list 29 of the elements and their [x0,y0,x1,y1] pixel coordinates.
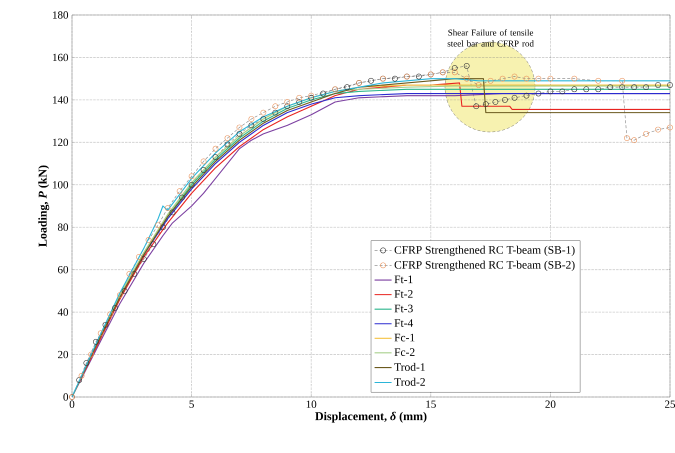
legend-label: Ft-2 [394,290,413,298]
legend-label: Ft-4 [394,319,414,327]
y-tick-label: 20 [58,350,68,358]
y-tick-label: 80 [58,224,68,231]
legend-label: Fc-2 [394,348,414,356]
x-tick-label: 15 [426,400,436,408]
x-tick-label: 20 [545,400,556,408]
x-tick-label: 25 [665,400,675,408]
legend-label: CFRP Strengthened RC T-beam (SB-1) [394,246,575,256]
y-tick-label: 60 [58,266,68,274]
y-tick-label: 0 [63,393,68,401]
legend-label: Trod-1 [394,362,425,371]
y-tick-label: 140 [53,96,68,104]
legend-label: Ft-1 [394,276,413,284]
legend-label: Ft-3 [394,304,413,312]
x-axis-title: Displacement, δ (mm) [315,412,426,423]
y-tick-label: 120 [53,138,68,146]
legend-label: CFRP Strengthened RC T-beam (SB-2) [394,260,575,272]
annotation: Shear Failure of tensile steel bar and CFRP rod [448,29,534,47]
x-tick-label: 10 [306,400,316,408]
x-tick-label: 0 [70,400,74,408]
y-axis-title: Loading, P (kN) [38,165,50,247]
legend-label: Trod-2 [394,378,425,386]
legend-label: Fc-1 [394,334,414,342]
x-tick-label: 5 [190,400,194,408]
y-tick-label: 100 [53,181,68,188]
y-tick-label: 160 [53,54,68,62]
y-tick-label: 40 [58,308,68,316]
y-tick-label: 180 [53,11,68,19]
